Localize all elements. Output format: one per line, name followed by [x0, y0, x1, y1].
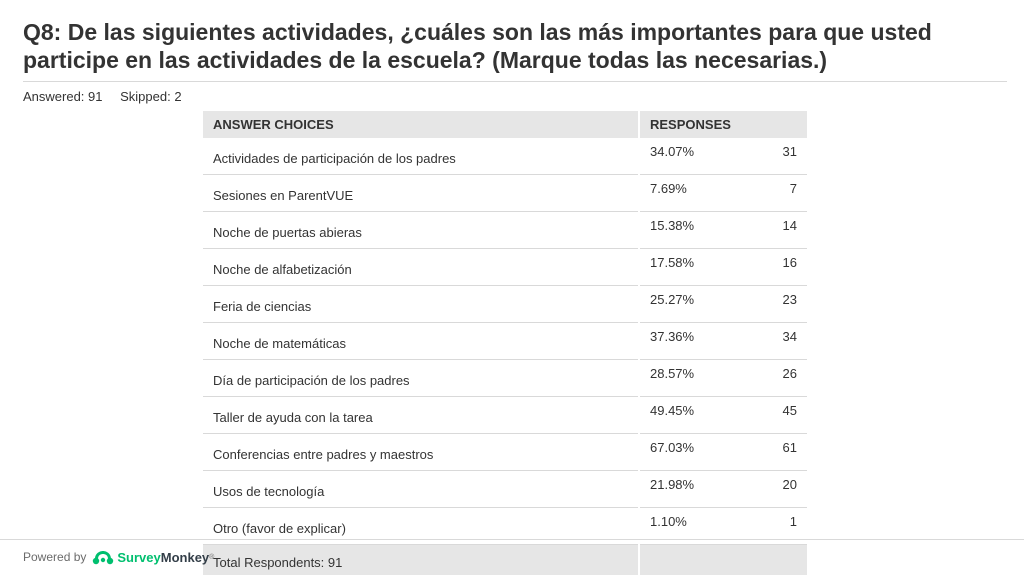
response-stats: Answered: 91 Skipped: 2: [23, 89, 182, 104]
table-header-row: ANSWER CHOICES RESPONSES: [203, 111, 807, 138]
skipped-count: Skipped: 2: [120, 89, 182, 104]
response-percent: 37.36%: [650, 329, 695, 344]
response-percent: 17.58%: [650, 255, 695, 270]
response-cell: 7.69% 7: [638, 174, 807, 212]
response-percent: 49.45%: [650, 403, 695, 418]
footer-divider: [0, 539, 1024, 540]
table-row: Noche de alfabetización 17.58% 16: [203, 248, 807, 286]
footer: Powered by Survey Monkey ®: [23, 549, 214, 565]
table-row: Actividades de participación de los padr…: [203, 138, 807, 175]
response-count: 26: [782, 366, 797, 381]
response-count: 34: [782, 329, 797, 344]
question-title: Q8: De las siguientes actividades, ¿cuál…: [23, 19, 932, 73]
response-count: 31: [782, 144, 797, 159]
response-cell: 21.98% 20: [638, 470, 807, 508]
response-cell: 17.58% 16: [638, 248, 807, 286]
response-count: 45: [782, 403, 797, 418]
response-percent: 15.38%: [650, 218, 695, 233]
response-percent: 7.69%: [650, 181, 687, 196]
answer-choice: Noche de matemáticas: [203, 322, 639, 360]
answer-choice: Noche de alfabetización: [203, 248, 639, 286]
response-percent: 25.27%: [650, 292, 695, 307]
surveymonkey-logo-icon: [93, 551, 114, 565]
response-count: 1: [789, 514, 797, 529]
total-respondents: Total Respondents: 91: [203, 544, 639, 575]
table-row: Día de participación de los padres 28.57%…: [203, 359, 807, 397]
response-cell: 15.38% 14: [638, 211, 807, 249]
response-count: 61: [782, 440, 797, 455]
table-row: Feria de ciencias 25.27% 23: [203, 285, 807, 323]
response-count: 7: [789, 181, 797, 196]
header-answer-choices: ANSWER CHOICES: [203, 111, 640, 138]
response-cell: 49.45% 45: [638, 396, 807, 434]
table-row: Noche de matemáticas 37.36% 34: [203, 322, 807, 360]
answer-choice: Día de participación de los padres: [203, 359, 639, 397]
brand-monkey: Monkey: [160, 549, 210, 565]
trademark-symbol: ®: [209, 553, 215, 561]
response-cell: 1.10% 1: [638, 507, 807, 545]
table-row: Otro (favor de explicar) 1.10% 1: [203, 507, 807, 545]
surveymonkey-logo[interactable]: Survey Monkey ®: [92, 549, 214, 565]
response-cell: 34.07% 31: [638, 138, 807, 175]
answered-count: Answered: 91: [23, 89, 103, 104]
answer-choice: Sesiones en ParentVUE: [203, 174, 639, 212]
title-divider: [23, 81, 1007, 82]
answer-choice: Noche de puertas abieras: [203, 211, 639, 249]
answer-choice: Usos de tecnología: [203, 470, 639, 508]
response-percent: 67.03%: [650, 440, 695, 455]
table-row: Taller de ayuda con la tarea 49.45% 45: [203, 396, 807, 434]
response-count: 20: [782, 477, 797, 492]
table-row: Usos de tecnología 21.98% 20: [203, 470, 807, 508]
powered-by-label: Powered by: [23, 550, 87, 564]
table-row: Noche de puertas abieras 15.38% 14: [203, 211, 807, 249]
table-row: Conferencias entre padres y maestros 67.0…: [203, 433, 807, 471]
response-count: 23: [782, 292, 797, 307]
table-row: Sesiones en ParentVUE 7.69% 7: [203, 174, 807, 212]
answer-choice: Feria de ciencias: [203, 285, 639, 323]
response-cell: 67.03% 61: [638, 433, 807, 471]
response-percent: 1.10%: [650, 514, 687, 529]
response-percent: 28.57%: [650, 366, 695, 381]
answer-choice: Otro (favor de explicar): [203, 507, 639, 545]
answer-choice: Conferencias entre padres y maestros: [203, 433, 639, 471]
results-table: ANSWER CHOICES RESPONSES Actividades de …: [203, 111, 807, 575]
response-count: 16: [782, 255, 797, 270]
header-responses: RESPONSES: [639, 111, 807, 138]
total-row: Total Respondents: 91: [203, 544, 807, 575]
brand-survey: Survey: [117, 549, 161, 565]
response-percent: 21.98%: [650, 477, 695, 492]
response-cell: 25.27% 23: [638, 285, 807, 323]
response-percent: 34.07%: [650, 144, 695, 159]
answer-choice: Taller de ayuda con la tarea: [203, 396, 639, 434]
response-cell: 28.57% 26: [638, 359, 807, 397]
response-count: 14: [782, 218, 797, 233]
total-empty-cell: [638, 544, 807, 575]
response-cell: 37.36% 34: [638, 322, 807, 360]
answer-choice: Actividades de participación de los padr…: [203, 138, 639, 175]
